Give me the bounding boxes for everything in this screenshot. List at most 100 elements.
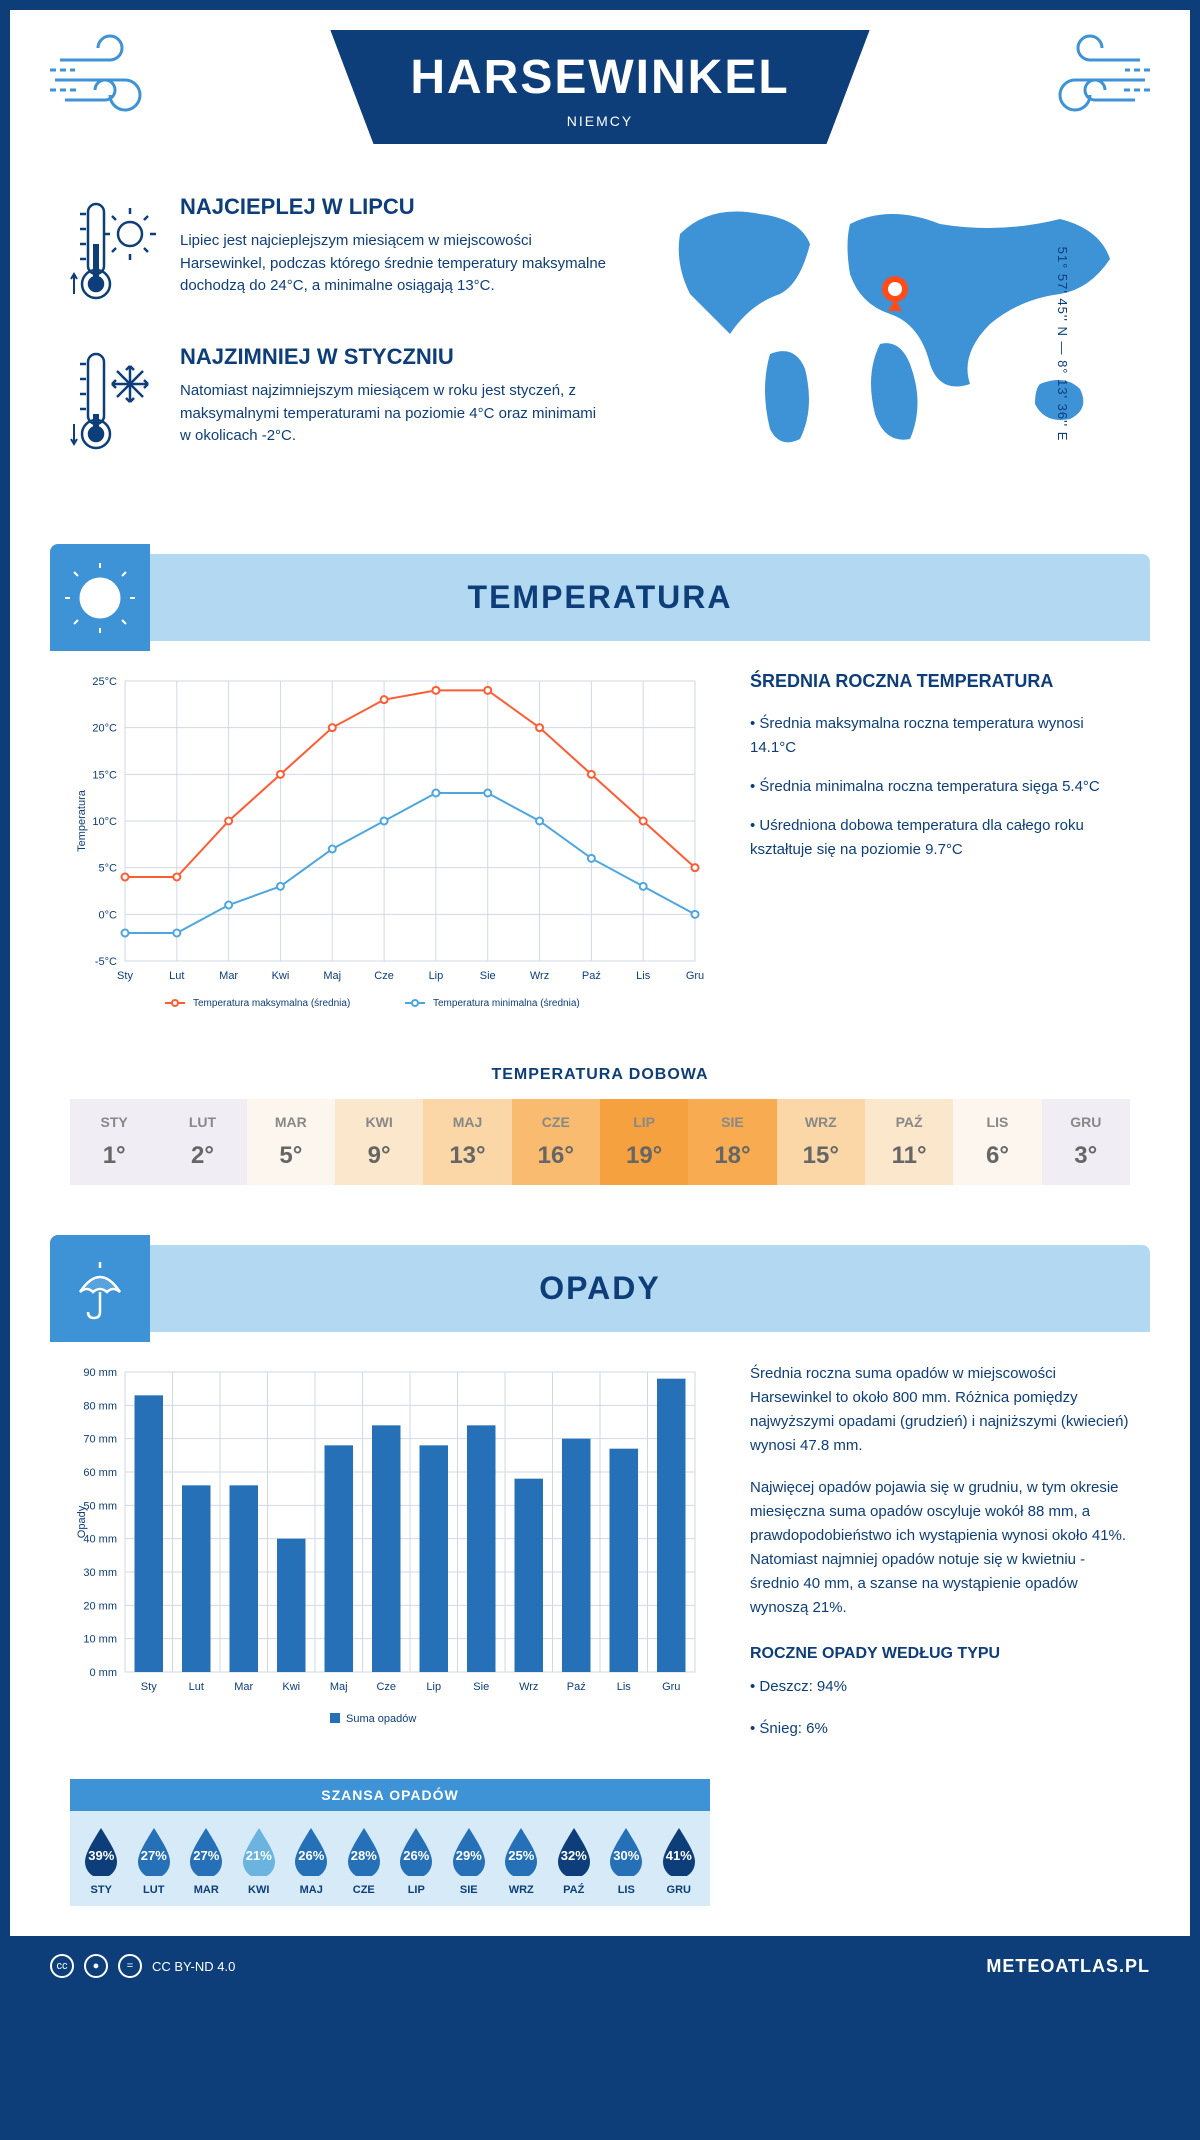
temp-stat-line: • Uśredniona dobowa temperatura dla całe… bbox=[750, 814, 1130, 862]
daily-temp-cell: SIE 18° bbox=[688, 1099, 776, 1185]
precip-by-type-line: • Śnieg: 6% bbox=[750, 1717, 1130, 1741]
footer: cc ● = CC BY-ND 4.0 METEOATLAS.PL bbox=[10, 1936, 1190, 1996]
chance-drop: 27% MAR bbox=[180, 1826, 233, 1896]
hottest-text: Lipiec jest najcieplejszym miesiącem w m… bbox=[180, 230, 610, 298]
temp-value: 16° bbox=[517, 1142, 595, 1170]
precipitation-text: Średnia roczna suma opadów w miejscowośc… bbox=[750, 1362, 1130, 1759]
temperature-content: -5°C0°C5°C10°C15°C20°C25°CStyLutMarKwiMa… bbox=[10, 641, 1190, 1066]
month-label: KWI bbox=[340, 1114, 418, 1130]
svg-text:Cze: Cze bbox=[376, 1681, 396, 1693]
svg-text:20°C: 20°C bbox=[92, 723, 117, 735]
precip-by-type-title: ROCZNE OPADY WEDŁUG TYPU bbox=[750, 1645, 1130, 1663]
footer-brand: METEOATLAS.PL bbox=[986, 1956, 1150, 1977]
map-column: 51° 57' 45'' N — 8° 13' 36'' E bbox=[650, 194, 1130, 494]
svg-text:30 mm: 30 mm bbox=[83, 1567, 117, 1579]
temp-value: 3° bbox=[1047, 1142, 1125, 1170]
svg-text:Lip: Lip bbox=[429, 970, 444, 982]
svg-text:Lis: Lis bbox=[617, 1681, 632, 1693]
daily-temp-cell: LUT 2° bbox=[158, 1099, 246, 1185]
infographic-page: HARSEWINKEL NIEMCY bbox=[10, 10, 1190, 1996]
month-label: LUT bbox=[163, 1114, 241, 1130]
precipitation-chart: 0 mm10 mm20 mm30 mm40 mm50 mm60 mm70 mm8… bbox=[70, 1362, 710, 1759]
daily-temp-cell: CZE 16° bbox=[512, 1099, 600, 1185]
svg-text:Lis: Lis bbox=[636, 970, 651, 982]
svg-text:Mar: Mar bbox=[219, 970, 238, 982]
month-label: MAR bbox=[252, 1114, 330, 1130]
svg-text:Maj: Maj bbox=[330, 1681, 348, 1693]
svg-text:60 mm: 60 mm bbox=[83, 1467, 117, 1479]
svg-text:0 mm: 0 mm bbox=[90, 1667, 118, 1679]
nd-icon: = bbox=[118, 1954, 142, 1978]
temp-value: 11° bbox=[870, 1142, 948, 1170]
daily-temp-cell: GRU 3° bbox=[1042, 1099, 1130, 1185]
chance-drop: 30% LIS bbox=[600, 1826, 653, 1896]
daily-temp-cell: STY 1° bbox=[70, 1099, 158, 1185]
month-label: SIE bbox=[693, 1114, 771, 1130]
svg-text:Gru: Gru bbox=[686, 970, 704, 982]
wind-icon-right bbox=[1010, 30, 1150, 130]
svg-text:Paź: Paź bbox=[582, 970, 601, 982]
daily-temp-title: TEMPERATURA DOBOWA bbox=[70, 1066, 1130, 1084]
svg-text:10 mm: 10 mm bbox=[83, 1634, 117, 1646]
chance-drop: 25% WRZ bbox=[495, 1826, 548, 1896]
svg-text:90 mm: 90 mm bbox=[83, 1367, 117, 1379]
svg-text:Wrz: Wrz bbox=[519, 1681, 538, 1693]
cc-icon: cc bbox=[50, 1954, 74, 1978]
svg-text:25°C: 25°C bbox=[92, 676, 117, 688]
temp-stat-line: • Średnia minimalna roczna temperatura s… bbox=[750, 775, 1130, 799]
temp-value: 5° bbox=[252, 1142, 330, 1170]
svg-text:Sie: Sie bbox=[480, 970, 496, 982]
by-icon: ● bbox=[84, 1954, 108, 1978]
daily-temp-table: STY 1° LUT 2° MAR 5° KWI 9° MAJ 13° CZE … bbox=[70, 1099, 1130, 1185]
hottest-title: NAJCIEPLEJ W LIPCU bbox=[180, 194, 610, 220]
license-text: CC BY-ND 4.0 bbox=[152, 1959, 235, 1974]
temp-stats-title: ŚREDNIA ROCZNA TEMPERATURA bbox=[750, 671, 1130, 692]
svg-text:-5°C: -5°C bbox=[95, 956, 117, 968]
country-subtitle: NIEMCY bbox=[410, 113, 789, 129]
svg-text:Kwi: Kwi bbox=[282, 1681, 300, 1693]
month-label: WRZ bbox=[782, 1114, 860, 1130]
temp-value: 9° bbox=[340, 1142, 418, 1170]
month-label: LIP bbox=[605, 1114, 683, 1130]
hottest-block: NAJCIEPLEJ W LIPCU Lipiec jest najcieple… bbox=[70, 194, 610, 314]
temperature-section-header: TEMPERATURA bbox=[50, 554, 1150, 641]
precipitation-content: 0 mm10 mm20 mm30 mm40 mm50 mm60 mm70 mm8… bbox=[10, 1332, 1190, 1779]
svg-text:Opady: Opady bbox=[76, 1505, 88, 1538]
temp-value: 1° bbox=[75, 1142, 153, 1170]
precipitation-chance: SZANSA OPADÓW 39% STY 27% LUT 27% MAR 21… bbox=[70, 1779, 710, 1906]
city-title: HARSEWINKEL bbox=[410, 50, 789, 105]
coordinates-label: 51° 57' 45'' N — 8° 13' 36'' E bbox=[1055, 247, 1070, 442]
coldest-block: NAJZIMNIEJ W STYCZNIU Natomiast najzimni… bbox=[70, 344, 610, 464]
title-banner: HARSEWINKEL NIEMCY bbox=[330, 30, 869, 144]
chance-drop: 26% MAJ bbox=[285, 1826, 338, 1896]
month-label: GRU bbox=[1047, 1114, 1125, 1130]
svg-text:Wrz: Wrz bbox=[530, 970, 549, 982]
svg-text:Lut: Lut bbox=[189, 1681, 204, 1693]
daily-temp-cell: MAR 5° bbox=[247, 1099, 335, 1185]
precipitation-title: OPADY bbox=[70, 1270, 1130, 1307]
umbrella-icon bbox=[50, 1235, 150, 1342]
month-label: MAJ bbox=[428, 1114, 506, 1130]
svg-text:Sty: Sty bbox=[141, 1681, 157, 1693]
chance-drop: 41% GRU bbox=[653, 1826, 706, 1896]
svg-text:Mar: Mar bbox=[234, 1681, 253, 1693]
svg-text:Temperatura maksymalna (średni: Temperatura maksymalna (średnia) bbox=[193, 998, 350, 1009]
svg-text:40 mm: 40 mm bbox=[83, 1534, 117, 1546]
svg-text:50 mm: 50 mm bbox=[83, 1500, 117, 1512]
month-label: LIS bbox=[958, 1114, 1036, 1130]
daily-temp-cell: KWI 9° bbox=[335, 1099, 423, 1185]
temperature-title: TEMPERATURA bbox=[70, 579, 1130, 616]
footer-license: cc ● = CC BY-ND 4.0 bbox=[50, 1954, 235, 1978]
svg-text:Sty: Sty bbox=[117, 970, 133, 982]
chance-drop: 28% CZE bbox=[338, 1826, 391, 1896]
thermometer-cold-icon bbox=[70, 344, 160, 464]
temperature-chart: -5°C0°C5°C10°C15°C20°C25°CStyLutMarKwiMa… bbox=[70, 671, 710, 1036]
wind-icon-left bbox=[50, 30, 190, 130]
temp-value: 2° bbox=[163, 1142, 241, 1170]
daily-temp-cell: WRZ 15° bbox=[777, 1099, 865, 1185]
precipitation-section-header: OPADY bbox=[50, 1245, 1150, 1332]
coldest-title: NAJZIMNIEJ W STYCZNIU bbox=[180, 344, 610, 370]
precip-paragraph: Najwięcej opadów pojawia się w grudniu, … bbox=[750, 1476, 1130, 1620]
daily-temperature: TEMPERATURA DOBOWA STY 1° LUT 2° MAR 5° … bbox=[10, 1066, 1190, 1225]
chance-drop: 29% SIE bbox=[443, 1826, 496, 1896]
